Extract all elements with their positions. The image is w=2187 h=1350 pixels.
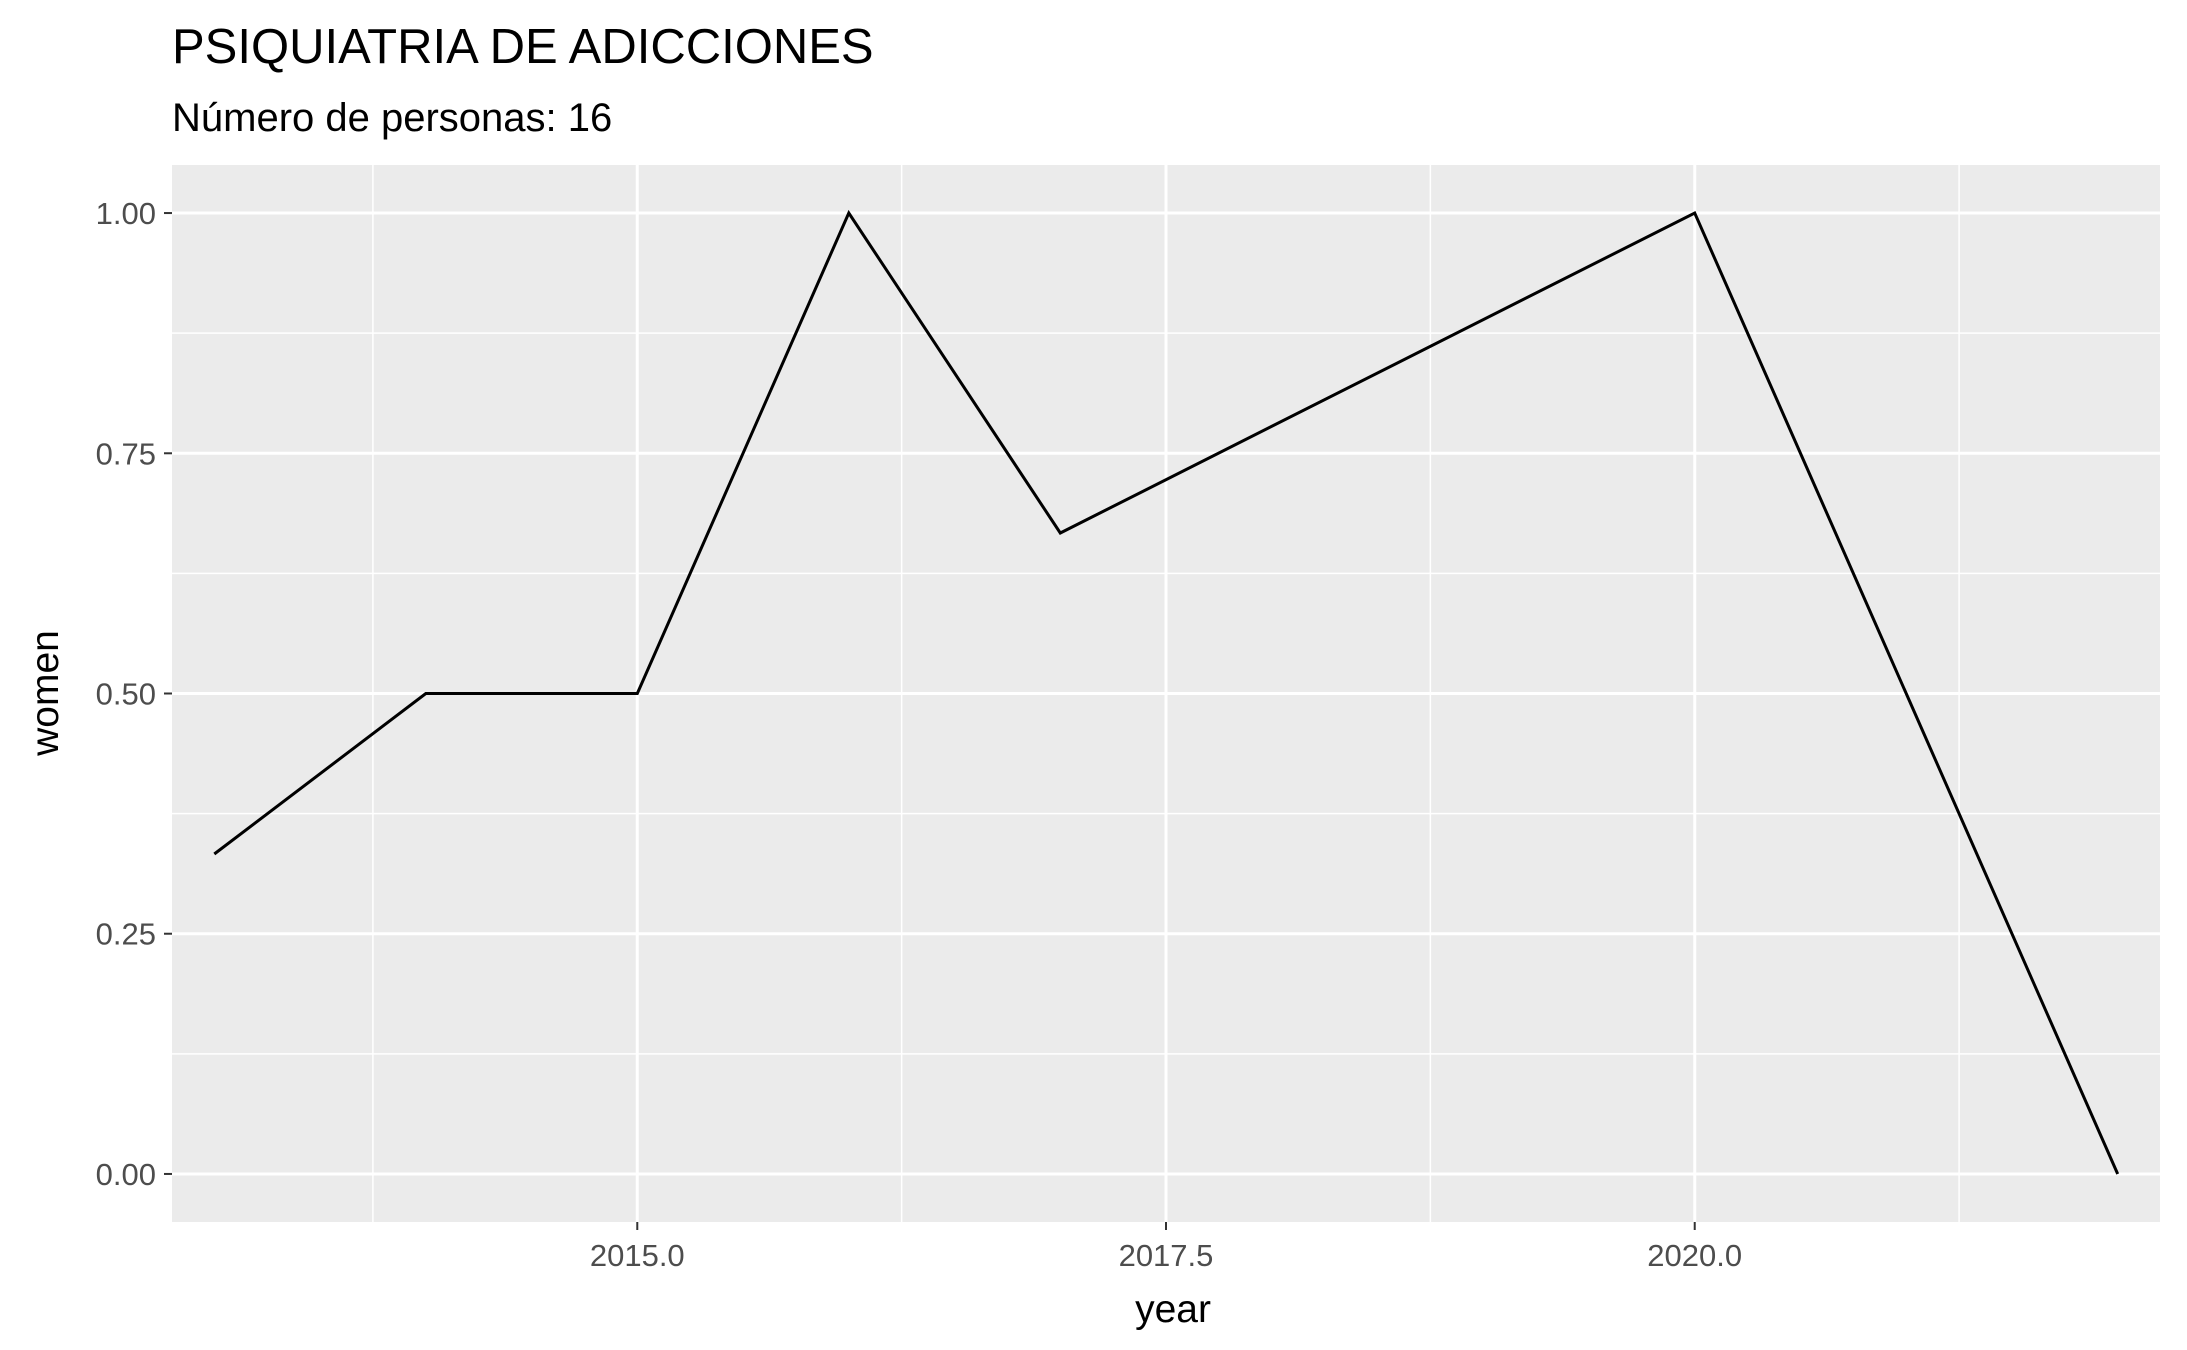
y-tick-label: 0.00 <box>96 1157 156 1192</box>
y-tick-label: 0.50 <box>96 677 156 712</box>
x-tick-label: 2020.0 <box>1647 1238 1742 1273</box>
y-tick-label: 0.75 <box>96 436 156 471</box>
x-tick-label: 2017.5 <box>1119 1238 1214 1273</box>
series-line <box>213 209 2120 1175</box>
x-tick-label: 2015.0 <box>590 1238 685 1273</box>
y-axis-title: women <box>24 630 67 757</box>
chart-title: PSIQUIATRIA DE ADICCIONES <box>172 20 874 74</box>
chart-subtitle: Número de personas: 16 <box>172 96 612 140</box>
y-tick-label: 1.00 <box>96 196 156 231</box>
major-gridlines <box>172 165 2160 1222</box>
x-axis-title: year <box>1135 1288 1211 1331</box>
tick-labels: 2015.0 2017.5 2020.0 0.00 0.25 0.50 0.75 1.00 <box>96 196 1742 1273</box>
y-tick-label: 0.25 <box>96 917 156 952</box>
axis-ticks <box>164 212 1696 1230</box>
